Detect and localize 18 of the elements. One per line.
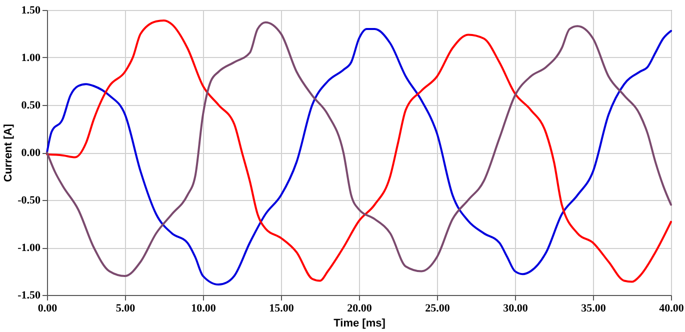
x-tick-label: 0.00 [38,302,58,314]
x-axis-title: Time [ms] [334,318,386,330]
x-tick-label: 5.00 [116,302,136,314]
x-tick-label: 20.00 [347,302,372,314]
x-tick-label: 35.00 [581,302,606,314]
y-tick-label: -1.00 [18,242,41,254]
y-tick-label: 1.00 [21,52,41,64]
x-tick-label: 30.00 [503,302,528,314]
y-tick-label: 1.50 [21,4,41,16]
y-tick-label: 0.50 [21,100,41,112]
y-tick-label: -0.50 [18,194,41,206]
x-tick-label: 15.00 [269,302,294,314]
x-tick-label: 10.00 [191,302,216,314]
x-tick-label: 40.00 [659,302,684,314]
x-tick-label: 25.00 [425,302,450,314]
y-tick-label: 0.00 [21,147,41,159]
y-axis-title: Current [A] [2,124,15,182]
y-tick-label: -1.50 [18,290,41,302]
